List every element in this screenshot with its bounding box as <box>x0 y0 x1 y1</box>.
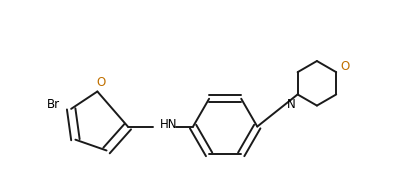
Text: N: N <box>287 98 296 111</box>
Text: O: O <box>96 76 105 89</box>
Text: O: O <box>341 60 350 73</box>
Text: Br: Br <box>46 98 60 111</box>
Text: HN: HN <box>160 118 177 131</box>
